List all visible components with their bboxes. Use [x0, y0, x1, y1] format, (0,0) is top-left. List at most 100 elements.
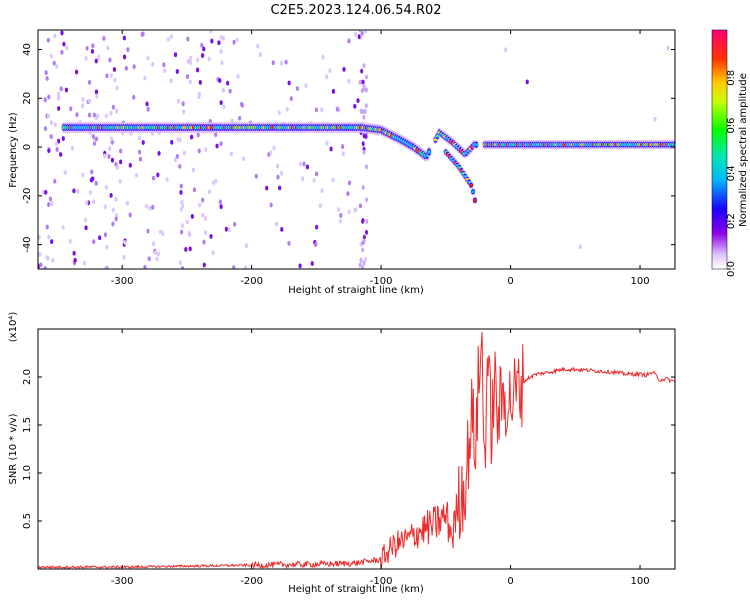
- noise-speckle: [284, 59, 288, 65]
- noise-speckle: [188, 232, 192, 238]
- noise-speckle: [45, 255, 49, 261]
- noise-speckle: [47, 148, 51, 154]
- noise-speckle: [189, 55, 193, 61]
- noise-speckle: [115, 85, 119, 91]
- noise-speckle: [52, 60, 56, 66]
- noise-speckle: [359, 108, 363, 114]
- noise-speckle: [49, 53, 53, 59]
- noise-speckle: [170, 139, 174, 145]
- snr-x-ticks: -300 -200 -100 0 100: [111, 329, 650, 587]
- noise-speckle: [54, 141, 59, 147]
- noise-speckle: [57, 95, 61, 101]
- noise-speckle: [151, 61, 155, 67]
- noise-speckle: [365, 229, 369, 235]
- noise-speckle: [279, 60, 284, 66]
- noise-speckle: [92, 112, 96, 118]
- x-tick-label: -300: [111, 276, 134, 287]
- colorbar-tick-label: 0.8: [726, 70, 737, 86]
- noise-speckle: [148, 205, 152, 211]
- noise-speckle: [232, 39, 236, 45]
- noise-speckle: [156, 172, 160, 178]
- colorbar-tick-label: 0.2: [726, 213, 737, 229]
- noise-speckle: [157, 150, 161, 156]
- noise-speckle: [244, 243, 249, 249]
- noise-speckle: [226, 80, 230, 86]
- noise-speckle: [107, 154, 111, 159]
- noise-speckle: [72, 188, 76, 194]
- noise-speckle: [76, 188, 80, 194]
- x-tick-label: -200: [240, 576, 263, 587]
- ridge-peak: [474, 142, 479, 147]
- noise-speckle: [44, 70, 48, 76]
- noise-speckle: [143, 75, 147, 81]
- noise-speckle: [57, 138, 61, 144]
- x-tick-label: 0: [507, 576, 513, 587]
- noise-speckle: [110, 157, 115, 163]
- noise-speckle: [84, 225, 88, 231]
- noise-speckle: [207, 56, 211, 62]
- noise-speckle: [43, 126, 48, 131]
- ridge-peak: [469, 183, 473, 187]
- noise-speckle: [188, 79, 192, 85]
- noise-speckle: [328, 68, 332, 74]
- noise-speckle: [339, 213, 343, 218]
- noise-speckle: [109, 73, 113, 78]
- noise-speckle: [219, 204, 223, 210]
- noise-speckle: [347, 78, 351, 84]
- noise-speckle: [176, 98, 181, 104]
- y-tick-label: 2.0: [22, 369, 33, 385]
- noise-speckle: [357, 34, 361, 40]
- colorbar-tick-label: 0.0: [726, 261, 737, 277]
- noise-speckle: [353, 103, 357, 109]
- noise-speckle: [46, 113, 51, 119]
- noise-speckle: [666, 45, 670, 51]
- noise-speckle: [227, 227, 231, 233]
- noise-speckle: [70, 146, 74, 151]
- ridge-peak: [473, 198, 477, 202]
- noise-speckle: [361, 141, 365, 147]
- noise-speckle: [196, 67, 200, 73]
- noise-speckle: [279, 170, 284, 176]
- noise-speckle: [302, 161, 306, 167]
- ridge-peak: [427, 150, 431, 154]
- noise-speckle: [46, 37, 50, 43]
- spectrogram-y-ticks: -40 -20 0 20 40: [22, 43, 675, 253]
- noise-speckle: [224, 226, 229, 232]
- noise-speckle: [358, 79, 362, 85]
- noise-speckle: [229, 151, 233, 157]
- noise-speckle: [238, 115, 242, 121]
- noise-speckle: [188, 246, 192, 252]
- noise-speckle: [353, 31, 358, 37]
- noise-speckle: [134, 172, 139, 178]
- colorbar-tick-label: 0.6: [726, 118, 737, 134]
- noise-speckle: [55, 147, 59, 152]
- noise-speckle: [108, 146, 112, 152]
- noise-speckle: [305, 164, 310, 170]
- noise-speckle: [50, 239, 54, 245]
- noise-speckle: [81, 97, 85, 102]
- noise-speckle: [146, 55, 150, 61]
- noise-speckle: [215, 143, 219, 149]
- noise-speckle: [53, 33, 57, 39]
- noise-speckle: [197, 94, 201, 100]
- noise-speckle: [269, 150, 273, 156]
- noise-speckle: [222, 104, 226, 110]
- noise-speckle: [218, 199, 222, 205]
- noise-speckle: [244, 265, 248, 269]
- noise-speckle: [106, 45, 110, 51]
- noise-speckle: [360, 30, 364, 36]
- noise-speckle: [228, 88, 232, 94]
- noise-speckle: [356, 98, 360, 104]
- noise-speckle: [354, 207, 358, 213]
- noise-speckle: [158, 229, 163, 235]
- noise-speckle: [182, 109, 186, 115]
- x-tick-label: -100: [370, 276, 393, 287]
- noise-speckle: [137, 149, 142, 155]
- noise-speckle: [178, 163, 182, 169]
- noise-speckle: [152, 241, 156, 247]
- noise-speckle: [207, 189, 212, 195]
- noise-speckle: [115, 108, 119, 114]
- noise-speckle: [141, 140, 145, 145]
- noise-speckle: [233, 221, 237, 227]
- colorbar-gradient: [711, 29, 728, 270]
